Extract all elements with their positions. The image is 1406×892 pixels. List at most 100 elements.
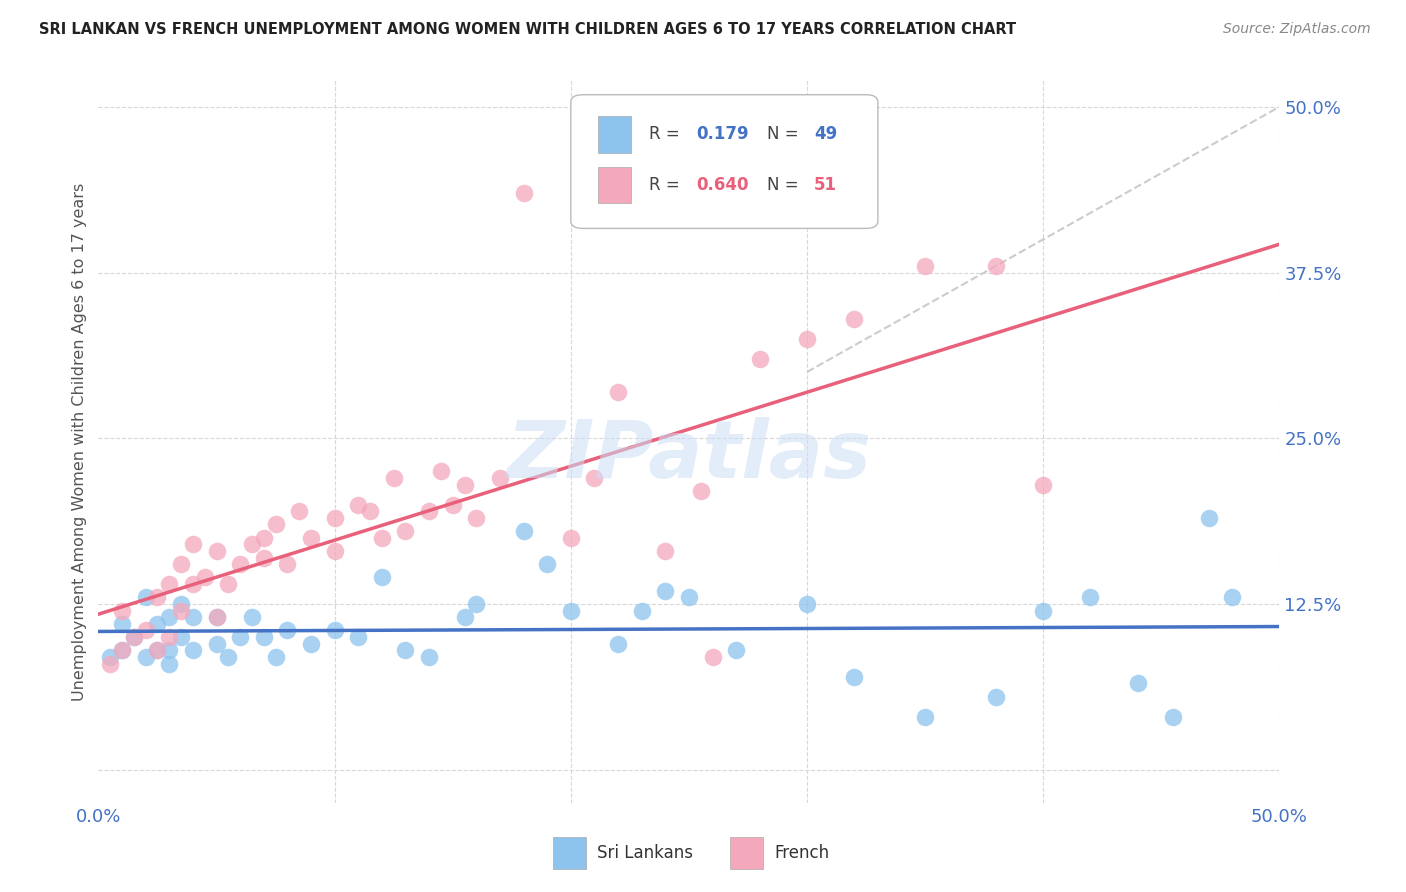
Point (844, 670, 866, 684)
Point (98, 650, 121, 665)
Point (229, 630, 252, 644)
Point (323, 624, 346, 638)
Point (194, 570, 217, 584)
Point (264, 650, 287, 665)
Point (288, 504, 311, 518)
FancyBboxPatch shape (571, 95, 877, 228)
Point (371, 570, 394, 584)
Point (607, 637, 630, 651)
Point (418, 504, 440, 518)
Point (583, 471, 606, 485)
Point (453, 477, 475, 491)
Point (560, 531, 582, 545)
Point (146, 643, 169, 657)
FancyBboxPatch shape (598, 167, 631, 203)
Point (630, 603, 652, 617)
Point (181, 643, 204, 657)
Point (146, 616, 169, 631)
Point (157, 657, 180, 671)
Point (299, 637, 322, 651)
Point (111, 643, 134, 657)
Point (536, 557, 558, 571)
Point (157, 610, 180, 624)
Text: 0.179: 0.179 (696, 126, 748, 144)
Point (914, 709, 936, 723)
Point (323, 544, 346, 558)
Point (984, 690, 1007, 704)
Point (240, 537, 263, 551)
Point (748, 351, 770, 366)
Point (1161, 709, 1184, 723)
Point (205, 610, 228, 624)
Point (512, 186, 534, 200)
Point (135, 650, 157, 665)
Point (465, 510, 488, 524)
Point (205, 544, 228, 558)
Point (157, 630, 180, 644)
Point (418, 650, 440, 665)
Text: French: French (773, 845, 830, 863)
Point (984, 259, 1007, 273)
Point (135, 591, 157, 605)
Point (323, 510, 346, 524)
Point (689, 484, 711, 499)
Text: N =: N = (766, 176, 804, 194)
Point (1220, 591, 1243, 605)
Point (465, 597, 488, 611)
Point (394, 524, 416, 538)
Point (702, 650, 724, 665)
Point (1126, 676, 1149, 690)
Point (111, 643, 134, 657)
Point (371, 531, 394, 545)
Point (181, 610, 204, 624)
FancyBboxPatch shape (730, 838, 763, 870)
Point (914, 259, 936, 273)
Point (157, 643, 180, 657)
Point (347, 498, 370, 512)
Point (122, 630, 145, 644)
Point (1032, 477, 1054, 491)
Text: R =: R = (648, 126, 685, 144)
Point (430, 464, 453, 478)
Point (170, 603, 193, 617)
Point (146, 643, 169, 657)
Point (607, 384, 630, 399)
Point (512, 524, 534, 538)
Point (453, 610, 475, 624)
Point (347, 630, 370, 644)
Point (181, 577, 204, 591)
Point (1198, 510, 1220, 524)
Point (276, 557, 298, 571)
Point (217, 650, 239, 665)
Point (654, 544, 676, 558)
Point (111, 616, 134, 631)
Point (1032, 603, 1054, 617)
Point (240, 610, 263, 624)
Text: 0.640: 0.640 (696, 176, 748, 194)
Text: Source: ZipAtlas.com: Source: ZipAtlas.com (1223, 22, 1371, 37)
Point (205, 610, 228, 624)
Point (98, 657, 121, 671)
Text: Sri Lankans: Sri Lankans (596, 845, 693, 863)
Point (382, 471, 405, 485)
Point (205, 637, 228, 651)
Point (276, 624, 298, 638)
Point (170, 597, 193, 611)
Point (170, 630, 193, 644)
Point (264, 517, 287, 532)
Point (135, 624, 157, 638)
Point (253, 630, 276, 644)
Point (122, 630, 145, 644)
Point (111, 603, 134, 617)
Point (654, 583, 676, 598)
FancyBboxPatch shape (598, 117, 631, 153)
Point (844, 312, 866, 326)
Point (725, 643, 748, 657)
Point (796, 332, 818, 346)
Text: R =: R = (648, 176, 685, 194)
Text: SRI LANKAN VS FRENCH UNEMPLOYMENT AMONG WOMEN WITH CHILDREN AGES 6 TO 17 YEARS C: SRI LANKAN VS FRENCH UNEMPLOYMENT AMONG … (39, 22, 1017, 37)
Point (560, 603, 582, 617)
Point (299, 531, 322, 545)
Point (441, 498, 464, 512)
Point (253, 531, 276, 545)
